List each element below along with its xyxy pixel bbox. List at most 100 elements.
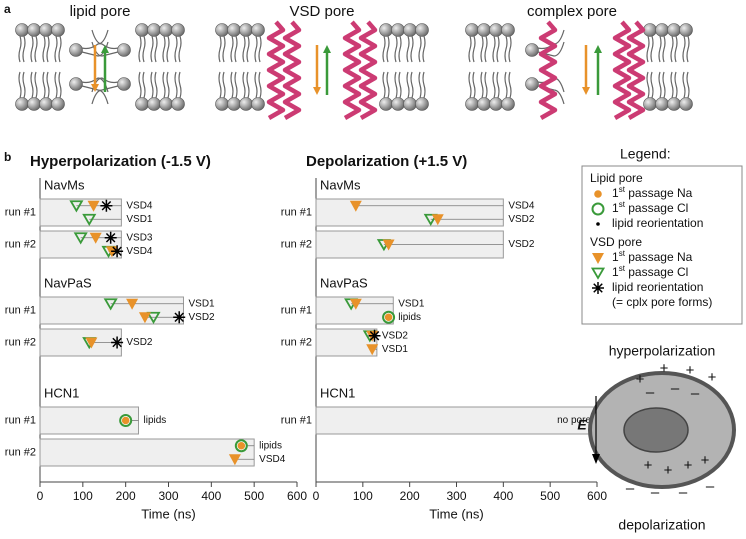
lipid-tail	[258, 35, 262, 63]
marker-na	[382, 239, 395, 251]
row-label: VSD2	[382, 330, 409, 341]
lipid-tail	[650, 71, 654, 99]
row-label: VSD1	[188, 298, 215, 309]
arrow-head	[582, 87, 590, 95]
lipid-tail	[162, 35, 166, 63]
lipid-tail	[686, 71, 690, 99]
lipid-tail	[81, 29, 109, 50]
lipid-tail	[394, 71, 398, 99]
lipid-tail	[492, 35, 496, 63]
run-label: run #2	[281, 336, 312, 348]
row-label: lipids	[259, 440, 282, 451]
lipid-tail	[650, 35, 654, 63]
lipid-tail	[246, 35, 250, 63]
lipid-tail	[174, 35, 178, 63]
lipid-tail	[254, 71, 258, 99]
lipid-head	[403, 23, 417, 37]
marker-cl	[69, 200, 84, 213]
lipid-head	[525, 77, 539, 91]
nucleus	[623, 407, 689, 453]
lipid-tail	[246, 71, 250, 99]
lipid-tail	[658, 35, 662, 63]
x-tick-label: 400	[493, 489, 513, 503]
lipid-tail	[22, 71, 26, 99]
legend-note: (= cplx pore forms)	[612, 295, 712, 309]
lipid-tail	[662, 35, 666, 63]
lipid-tail	[492, 71, 496, 99]
lipid-head	[159, 23, 173, 37]
run-label: run #2	[5, 336, 36, 348]
arrow-head	[313, 87, 321, 95]
arrow-head	[594, 45, 602, 53]
lipid-tail	[46, 71, 50, 99]
lipid-head	[465, 23, 479, 37]
lipid-head	[501, 97, 515, 111]
lipid-tail	[382, 71, 386, 99]
lipid-tail	[142, 71, 146, 99]
row-label: VSD4	[126, 246, 153, 257]
marker-na	[594, 190, 602, 198]
lipid-tail	[174, 71, 178, 99]
marker-na	[87, 200, 100, 212]
lipid-head	[667, 23, 681, 37]
lipid-head	[643, 23, 657, 37]
lipid-tail	[508, 71, 512, 99]
lipid-tail	[91, 85, 119, 105]
x-axis-label: Time (ns)	[141, 506, 195, 521]
lipid-tail	[166, 35, 170, 63]
x-tick-label: 100	[73, 489, 93, 503]
charge-sign: +	[686, 362, 695, 379]
lipid-tail	[42, 35, 46, 63]
row-label: VSD2	[126, 337, 153, 348]
charge-sign: –	[691, 385, 700, 402]
legend-label: lipid reorientation	[612, 216, 703, 230]
charge-sign: +	[644, 457, 653, 474]
lipid-tail	[674, 35, 678, 63]
lipid-head	[117, 43, 131, 57]
lipid-tail	[480, 35, 484, 63]
marker-na	[366, 344, 379, 356]
charge-sign: –	[626, 480, 635, 497]
x-tick-label: 600	[287, 489, 307, 503]
lipid-head	[477, 23, 491, 37]
lipid-head	[15, 23, 29, 37]
helix	[266, 20, 286, 120]
marker-reorient	[596, 222, 600, 226]
marker-na	[228, 454, 241, 466]
lipid-tail	[398, 35, 402, 63]
lipid-head	[415, 97, 429, 111]
marker-na	[126, 298, 139, 310]
run-label: run #1	[5, 414, 36, 426]
x-tick-label: 100	[353, 489, 373, 503]
row-label: lipids	[144, 415, 167, 426]
lipid-tail	[58, 35, 62, 63]
marker-reorient	[173, 311, 186, 324]
lipid-head	[215, 97, 229, 111]
charge-sign: –	[679, 484, 688, 501]
lipid-tail	[686, 35, 690, 63]
lipid-tail	[234, 35, 238, 63]
x-tick-label: 300	[446, 489, 466, 503]
charge-sign: +	[701, 452, 710, 469]
lipid-tail	[254, 35, 258, 63]
lipid-tail	[42, 71, 46, 99]
lipid-tail	[154, 35, 158, 63]
lipid-head	[159, 97, 173, 111]
lipid-tail	[162, 71, 166, 99]
lipid-head	[39, 97, 53, 111]
lipid-head	[27, 23, 41, 37]
lipid-tail	[142, 35, 146, 63]
charge-sign: –	[671, 380, 680, 397]
lipid-tail	[472, 71, 476, 99]
marker-cl	[423, 213, 438, 227]
panel-label: a	[4, 2, 11, 16]
row-label: VSD4	[126, 200, 153, 211]
marker-cl	[82, 213, 97, 227]
row-label: VSD1	[398, 298, 425, 309]
lipid-head	[525, 43, 539, 57]
diagram-title: complex pore	[527, 3, 617, 20]
lipid-head	[391, 23, 405, 37]
lipid-tail	[222, 35, 226, 63]
row-label: no pore	[557, 415, 591, 426]
